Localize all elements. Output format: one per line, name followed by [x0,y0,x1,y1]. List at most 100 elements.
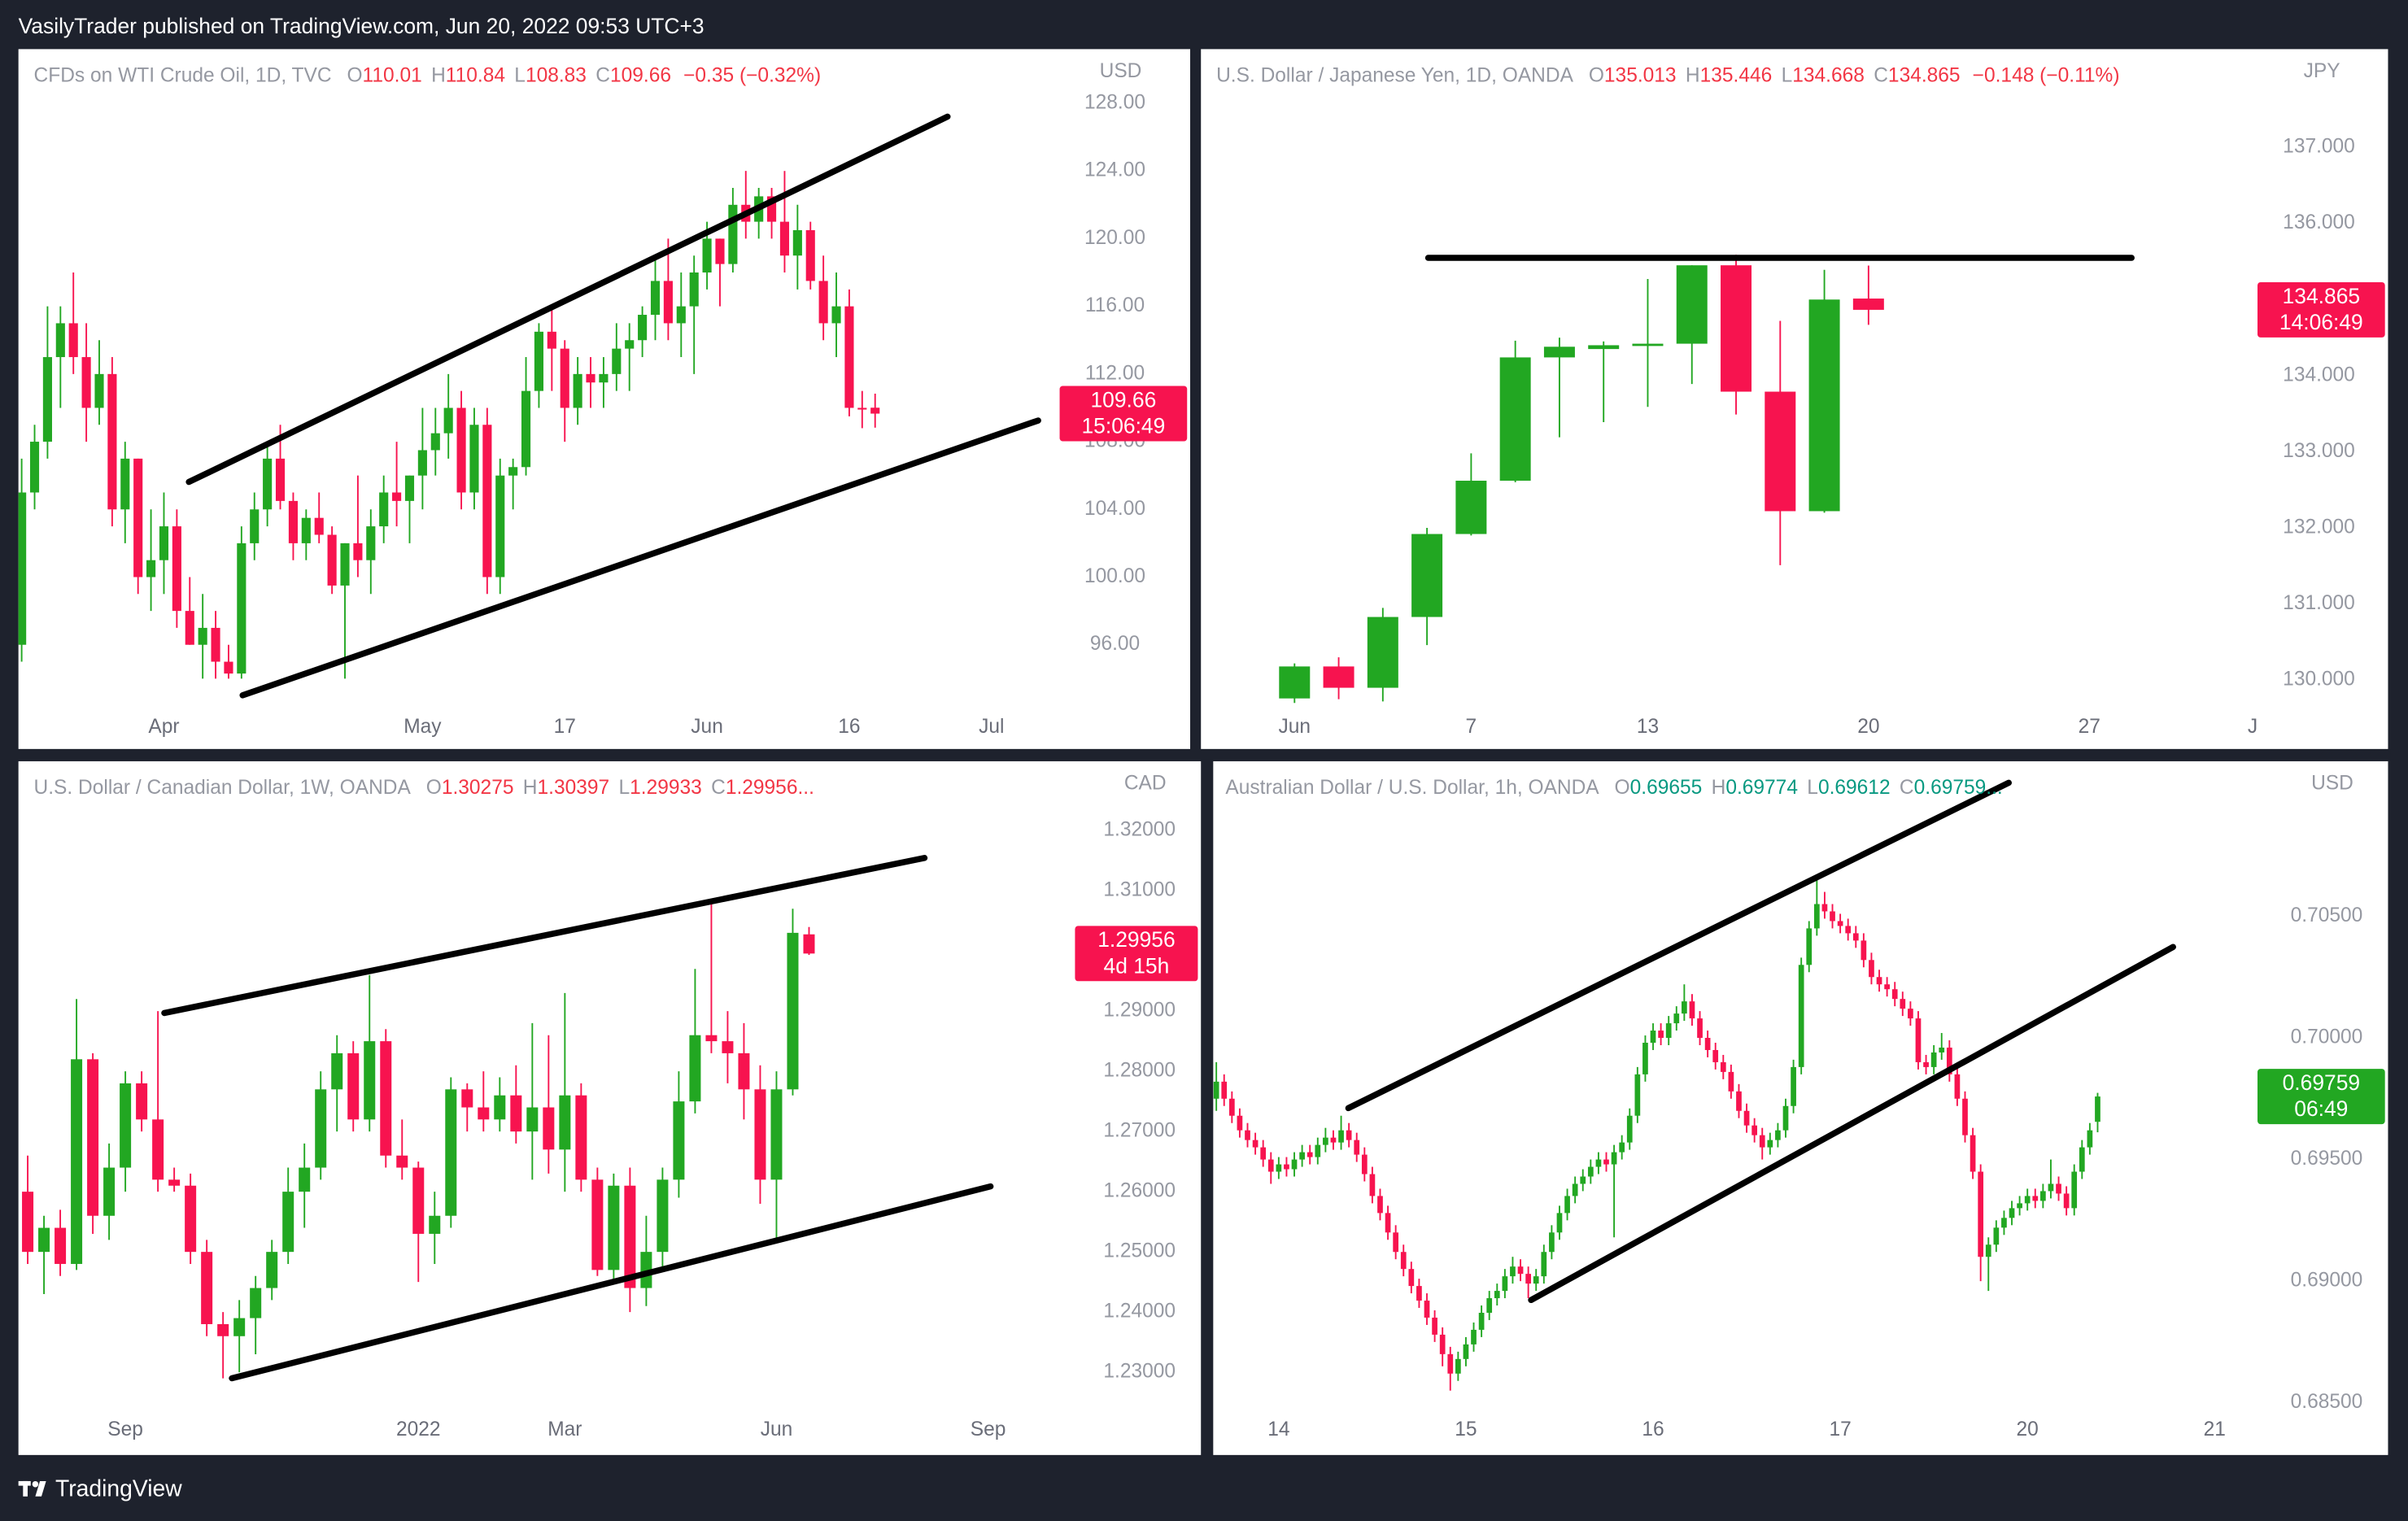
candle-body [1486,1298,1493,1313]
candle-body [663,281,673,324]
legend: U.S. Dollar / Canadian Dollar, 1W, OANDA… [34,777,814,799]
axis-unit: JPY [2304,60,2340,82]
ohlc-value: 134.865 [1888,65,1961,87]
candle-body [1385,1213,1391,1233]
candle-body [1564,1196,1570,1214]
candle-body [55,1227,67,1264]
candle-body [754,1089,766,1180]
candle-body [1900,999,1906,1009]
ohlc-key: C [711,777,726,799]
candle-body [673,1101,685,1180]
y-tick-label: 1.23000 [1103,1361,1176,1383]
candle-body [22,1192,34,1253]
y-tick-label: 0.69000 [2291,1270,2363,1292]
symbol-title: U.S. Dollar / Japanese Yen, 1D, OANDA [1216,65,1574,87]
trendline [1528,944,2176,1304]
candle-body [469,425,479,493]
candle-body [340,543,350,586]
candles [1213,879,2100,1391]
candle-body [1736,1091,1742,1111]
candle-body [404,475,415,501]
candle-body [1891,989,1898,1000]
candle-body [1743,1110,1750,1126]
candle-body [233,1318,246,1336]
last-price-label: 1.29956 [1097,927,1175,952]
candle-body [1682,1001,1687,1014]
candle-body [1393,1232,1399,1253]
ohlc-key: L [1807,777,1818,799]
candle-body [2040,1191,2046,1201]
candle-body [2063,1193,2070,1209]
candle-body [805,229,815,281]
x-tick-label: 27 [2079,716,2100,738]
y-tick-label: 124.00 [1084,159,1145,181]
candle-body [2056,1183,2061,1194]
candle-body [638,315,648,341]
candle-body [689,272,699,307]
candle-body [1658,1031,1664,1039]
candle-body [676,306,686,324]
candle-body [510,1095,522,1132]
candle-body [1478,1312,1485,1330]
candle-body [288,500,298,543]
candle-body [103,1167,116,1216]
candle-body [705,1035,718,1042]
candle-body [770,1089,783,1180]
candle-body [844,306,854,408]
candle-body [94,373,104,408]
candle-body [591,1179,604,1270]
candle-body [526,1107,539,1132]
candle-body [2087,1130,2093,1148]
candle-body [250,509,260,543]
candle-body [1689,1001,1695,1019]
trendline [1345,779,2012,1112]
candle-body [2001,1218,2007,1228]
candle-body [456,407,466,493]
axis-unit: USD [2311,773,2353,795]
candle-body [38,1227,50,1253]
candle-body [1632,343,1664,346]
x-tick-label: 17 [1829,1419,1851,1440]
candle-body [1307,1152,1313,1157]
countdown: 15:06:49 [1081,413,1165,438]
candle-body [1782,1105,1789,1131]
candle-body [42,357,52,442]
candle-body [1704,1038,1711,1050]
candle-body [1939,1047,1945,1052]
ohlc-value: 1.30275 [442,777,514,799]
candle-body [1946,1047,1952,1074]
candle-body [1338,1130,1344,1143]
candle-body [1572,1183,1578,1196]
candle-body [275,458,286,501]
candle-body [380,1041,392,1156]
ohlc-key: C [1874,65,1888,87]
ohlc-key: H [431,65,446,87]
y-tick-label: 1.28000 [1103,1060,1176,1082]
candle-body [1845,926,1852,934]
candle-body [1439,1334,1446,1354]
x-tick-label: 17 [554,716,576,738]
x-tick-label: Jun [761,1419,793,1440]
candle-body [1276,1164,1282,1172]
x-tick-label: 2022 [396,1419,441,1440]
candle-body [429,1215,441,1234]
candle-body [1408,1269,1415,1287]
candle-body [1510,1266,1516,1277]
last-price-box [2258,1069,2385,1125]
candle-body [146,560,156,577]
candle-body [1619,1142,1625,1153]
candle-body [1588,345,1620,350]
candle-body [575,1095,587,1180]
candle-body [657,1179,669,1253]
panel [18,760,1202,1455]
x-tick-label: J [2248,716,2258,738]
x-tick-label: 14 [1267,1419,1289,1440]
candle-body [870,407,880,414]
candle-body [1556,1213,1563,1233]
candle-body [1354,1140,1360,1155]
candle-body [327,534,337,586]
candle-body [379,492,389,527]
candle-body [347,1052,360,1120]
candle-body [217,1323,229,1336]
